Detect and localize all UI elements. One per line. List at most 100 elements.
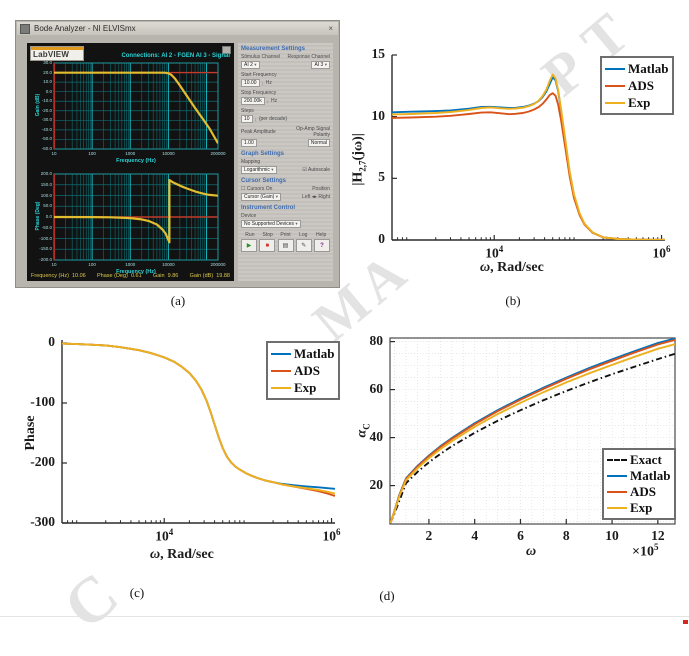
- tick-label: 0: [48, 334, 55, 349]
- alpha-plot: αC ω ×105 Exact Matlab ADS Exp 20 40 60 80 2…: [355, 330, 689, 582]
- tick-label: 104: [155, 527, 174, 544]
- tick-label: -150.0: [39, 246, 52, 252]
- connections-label: Connections: AI 2 - FGEN AI 3 - Signal: [121, 53, 230, 59]
- mini-xlabel: Frequency (Hz): [116, 158, 156, 164]
- mapping-select: Logarithmic ▾: [241, 166, 277, 174]
- legend-line: [271, 369, 291, 372]
- data-series-line: [390, 343, 675, 524]
- caption-d: (d): [379, 588, 395, 603]
- tick-label: 4: [471, 528, 479, 543]
- mapping-label: Mapping: [241, 159, 261, 165]
- start-frequency-unit: Hz: [265, 80, 272, 86]
- tick-label: 10: [51, 262, 57, 267]
- close-icon: ×: [328, 24, 333, 33]
- data-series-line: [54, 71, 218, 144]
- legend-line: [607, 459, 627, 461]
- tick-label: 0.0: [45, 214, 52, 219]
- caption-b: (b): [505, 293, 521, 308]
- tick-label: -60.0: [41, 146, 52, 151]
- tick-label: -200.0: [39, 257, 52, 262]
- tick-label: 100: [88, 262, 96, 267]
- axis-multiplier: ×105: [632, 542, 659, 560]
- legend-line: [605, 101, 625, 104]
- logo-text: LabVIEW: [33, 50, 70, 59]
- window-title: Bode Analyzer - NI ELVISmx: [34, 24, 136, 33]
- polarity-label: Op-Amp Signal Polarity: [296, 126, 330, 138]
- phase-plot: Phase ω, Rad/sec Matlab ADS Exp 0 -100 -20…: [20, 325, 352, 577]
- measurement-settings-header: Measurement Settings: [241, 46, 306, 52]
- stop-button: ■: [259, 239, 276, 252]
- tick-label: 10: [51, 151, 57, 156]
- window-titlebar: Bode Analyzer - NI ELVISmx ×: [17, 22, 338, 35]
- steps-suffix: (per decade): [258, 116, 288, 122]
- steps-label: Steps: [241, 108, 254, 114]
- print-button: ▤: [277, 239, 294, 252]
- legend-line: [607, 475, 627, 477]
- legend-item: Exp: [271, 379, 334, 396]
- instrument-control-header: Instrument Control: [241, 205, 295, 211]
- tick-label: 2: [425, 528, 433, 543]
- stop-frequency-unit: Hz: [271, 98, 278, 104]
- tick-label: 104: [485, 244, 504, 261]
- labview-plot-canvas: [53, 62, 219, 150]
- tick-label: 6: [517, 528, 524, 543]
- stop-frequency-input: 200.00k: [241, 97, 265, 105]
- axes-box: [389, 337, 676, 525]
- tick-label: 0: [378, 231, 385, 246]
- tick-label: -100.0: [39, 235, 52, 241]
- legend-item: Matlab: [605, 60, 668, 77]
- readout-bar: Frequency (Hz) 10.06 Phase (Deg) 0.61 Ga…: [31, 273, 230, 279]
- tick-label: 10000: [162, 262, 175, 267]
- cursor-position-control: Left ◂▸ Right: [302, 194, 330, 200]
- chevron-down-icon: ▾: [275, 194, 278, 199]
- stimulus-channel-label: Stimulus Channel: [241, 54, 281, 60]
- legend-item: Exact: [607, 452, 670, 468]
- readout-gain-db: Gain (dB) 19.88: [189, 273, 230, 279]
- device-label: Device: [241, 213, 257, 219]
- tick-label: 10.0: [43, 79, 52, 85]
- settings-panel: Measurement Settings Stimulus Channel Re…: [238, 43, 333, 281]
- stimulus-channel-select: AI 2 ▾: [241, 61, 260, 69]
- red-mark: [683, 620, 688, 624]
- phase-xlabel: ω, Rad/sec: [150, 547, 214, 562]
- tick-label: -200: [30, 454, 55, 469]
- position-label: Position: [312, 186, 330, 192]
- page-rule: [0, 616, 689, 617]
- help-button: ?: [314, 239, 330, 252]
- log-button: ✎: [295, 239, 312, 252]
- readout-phase: Phase (Deg) 0.61: [97, 273, 142, 279]
- legend-line: [271, 386, 291, 389]
- chevron-down-icon: ▾: [271, 167, 274, 172]
- legend-item: ADS: [605, 77, 668, 94]
- tick-label: 12: [651, 528, 665, 543]
- tick-label: -300: [30, 514, 55, 529]
- tick-label: 1000: [125, 151, 136, 156]
- maximize-icon: [222, 46, 231, 54]
- device-select: No Supported Devices ▾: [241, 220, 301, 228]
- chevron-down-icon: ▾: [295, 221, 298, 226]
- labview-plot-canvas: [53, 173, 219, 261]
- start-frequency-label: Start Frequency: [241, 72, 277, 78]
- stop-frequency-label: Stop Frequency: [241, 90, 277, 96]
- help-button-label: Help: [315, 232, 327, 238]
- labview-front-panel: LabVIEW Connections: AI 2 - FGEN AI 3 - …: [27, 43, 234, 281]
- legend-item: Matlab: [271, 345, 334, 362]
- stepper-icon: ↕: [266, 98, 270, 104]
- mini-xlabel: Frequency (Hz): [116, 269, 156, 275]
- tick-label: 20.0: [43, 69, 52, 75]
- tick-label: -50.0: [41, 136, 52, 142]
- tick-label: 200000: [210, 262, 226, 267]
- tick-label: 50.0: [43, 203, 52, 209]
- run-button-label: Run: [245, 232, 255, 238]
- mini-ylabel: Phase (Deg): [35, 201, 41, 231]
- chevron-down-icon: ▾: [254, 62, 257, 67]
- tick-label: 100.0: [40, 192, 52, 198]
- tick-label: 8: [562, 528, 570, 543]
- chevron-down-icon: ▾: [324, 62, 327, 67]
- data-series-line: [392, 92, 665, 240]
- response-channel-label: Response Channel: [287, 54, 330, 60]
- tick-label: 5: [378, 169, 385, 185]
- readout-frequency: Frequency (Hz) 10.06: [31, 273, 86, 279]
- run-button: ▶: [241, 239, 257, 252]
